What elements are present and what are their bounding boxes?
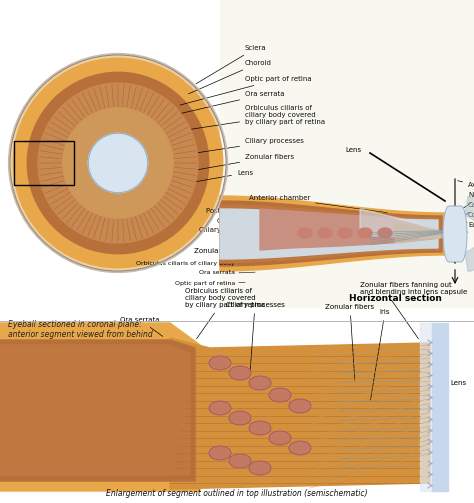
Polygon shape [0,345,190,475]
Polygon shape [220,209,438,259]
Ellipse shape [289,441,311,455]
Ellipse shape [249,461,271,475]
Text: Enlargement of segment outlined in top illustration (semischematic): Enlargement of segment outlined in top i… [106,489,368,498]
Text: Equatorial: Equatorial [258,248,290,254]
Text: Capsule: Capsule [452,202,474,223]
Ellipse shape [269,431,291,445]
Text: Orbiculus ciliaris of ciliary body: Orbiculus ciliaris of ciliary body [136,261,235,266]
Ellipse shape [209,356,231,370]
Ellipse shape [269,388,291,402]
Text: Zonular fibers: Zonular fibers [326,304,374,380]
Ellipse shape [209,401,231,415]
Text: Orbiculus ciliaris of
ciliary body covered
by ciliary part of retina: Orbiculus ciliaris of ciliary body cover… [171,105,325,132]
Text: Ciliary processes: Ciliary processes [168,138,304,157]
Ellipse shape [289,399,311,413]
Polygon shape [220,205,440,263]
Polygon shape [432,323,448,491]
Ellipse shape [318,228,332,238]
Text: Optic part
of retina: Optic part of retina [5,386,40,399]
Text: Ciliary processes: Ciliary processes [226,302,284,370]
Text: Preequatorial: Preequatorial [258,242,300,247]
Text: Lens: Lens [346,147,362,153]
Text: Lens: Lens [450,380,466,386]
Ellipse shape [209,446,231,460]
Circle shape [38,83,198,243]
Text: Ciliary body: Ciliary body [217,218,327,234]
Text: Iris: Iris [371,309,390,400]
Ellipse shape [249,421,271,435]
Text: Orbiculus ciliaris of
ciliary body covered
by ciliary part of retina: Orbiculus ciliaris of ciliary body cover… [185,288,265,339]
Text: Ora serrata: Ora serrata [199,271,235,276]
Circle shape [88,133,148,193]
Text: Choroid: Choroid [189,60,272,94]
Ellipse shape [229,366,251,380]
Text: Zonular fibers: Zonular fibers [165,154,294,176]
Polygon shape [220,196,445,271]
Bar [420,323,434,491]
Text: Nucleus: Nucleus [457,192,474,212]
Polygon shape [260,209,445,250]
Polygon shape [0,340,195,481]
Polygon shape [170,338,430,489]
Text: Horizontal section: Horizontal section [348,294,441,303]
Ellipse shape [229,411,251,425]
Text: Optic part of retina: Optic part of retina [175,281,235,286]
Text: Optic part of retina: Optic part of retina [180,76,311,105]
Text: Zonular fibers: Zonular fibers [194,248,243,254]
Polygon shape [443,206,467,262]
Text: Ora serrata: Ora serrata [120,317,163,337]
Circle shape [27,72,209,254]
Polygon shape [0,323,200,491]
Text: Ciliary process: Ciliary process [199,227,307,240]
Polygon shape [395,223,450,243]
Text: Ora serrata: Ora serrata [175,91,284,115]
Text: Iris: Iris [294,225,379,239]
Ellipse shape [229,454,251,468]
Bar [14,141,74,185]
Polygon shape [465,197,474,272]
Text: Axis: Axis [458,181,474,188]
Text: Lens: Lens [151,170,253,190]
Text: Anterior chamber: Anterior chamber [249,195,387,213]
Ellipse shape [338,228,352,238]
Text: Postequatorial: Postequatorial [258,255,303,260]
Text: Equator: Equator [446,222,474,243]
Circle shape [63,108,173,218]
Text: Cortex: Cortex [449,212,474,232]
Polygon shape [360,209,440,238]
Bar [0,308,474,348]
Polygon shape [220,201,442,266]
Text: Sclera: Sclera [196,45,266,84]
Text: Posterior chamber: Posterior chamber [206,208,352,225]
Ellipse shape [298,228,312,238]
Ellipse shape [378,228,392,238]
Circle shape [13,58,223,268]
Text: {: { [244,244,252,258]
Text: Zonular fibers fanning out
and blending into lens capsule: Zonular fibers fanning out and blending … [360,282,467,295]
Ellipse shape [249,376,271,390]
Ellipse shape [358,228,372,238]
Circle shape [10,55,226,271]
Text: Eyeball sectioned in coronal plane:
anterior segment viewed from behind: Eyeball sectioned in coronal plane: ante… [8,320,153,340]
Bar [220,0,474,313]
